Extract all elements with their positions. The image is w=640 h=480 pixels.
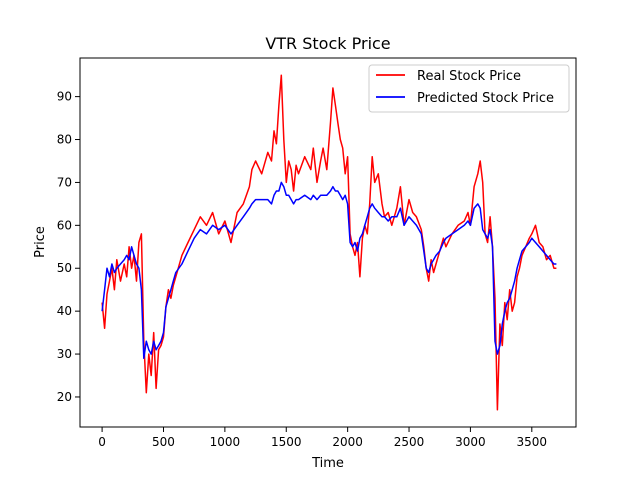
x-axis-label: Time <box>311 456 344 471</box>
y-axis-label: Price <box>33 226 48 258</box>
x-tick-label: 2500 <box>394 435 425 449</box>
x-tick-label: 0 <box>98 435 106 449</box>
series-line-predicted <box>101 181 557 360</box>
y-tick-label: 90 <box>57 90 72 104</box>
plot-area <box>79 57 577 428</box>
legend: Real Stock Price Predicted Stock Price <box>368 64 570 113</box>
y-tick-label: 50 <box>57 261 72 275</box>
y-tick-label: 70 <box>57 175 72 189</box>
y-tick-label: 40 <box>57 304 72 318</box>
x-tick-label: 3000 <box>455 435 486 449</box>
plot-frame <box>79 57 577 428</box>
y-tick-label: 30 <box>57 347 72 361</box>
legend-label-predicted: Predicted Stock Price <box>417 91 554 106</box>
x-tick-label: 500 <box>152 435 175 449</box>
x-axis: 0 500 1000 1500 2000 2500 3000 3500 <box>98 427 547 449</box>
y-tick-label: 80 <box>57 133 72 147</box>
x-tick-label: 1000 <box>210 435 241 449</box>
series-line-real <box>101 74 557 411</box>
x-tick-label: 1500 <box>271 435 302 449</box>
series-layer <box>101 74 557 411</box>
y-tick-label: 20 <box>57 390 72 404</box>
y-tick-label: 60 <box>57 218 72 232</box>
legend-box <box>368 64 570 113</box>
chart-title: VTR Stock Price <box>265 34 390 53</box>
x-tick-label: 3500 <box>517 435 548 449</box>
x-tick-label: 2000 <box>332 435 363 449</box>
legend-label-real: Real Stock Price <box>417 69 521 84</box>
y-axis: 20 30 40 50 60 70 80 90 <box>57 90 80 404</box>
